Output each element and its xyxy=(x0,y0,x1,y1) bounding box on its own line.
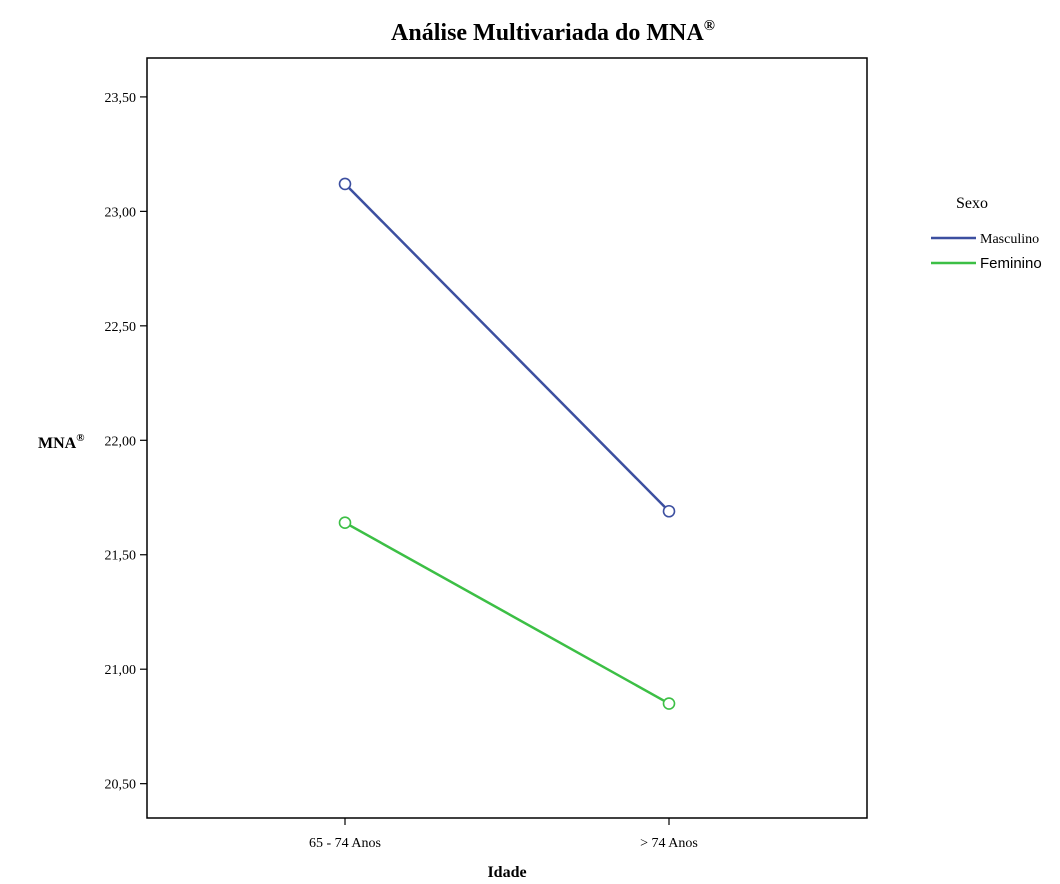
chart-title: Análise Multivariada do MNA® xyxy=(391,18,715,46)
data-point xyxy=(338,177,352,191)
x-tick-label: 65 - 74 Anos xyxy=(309,836,381,851)
y-axis-title-text: MNA xyxy=(38,435,77,452)
data-point xyxy=(338,516,352,529)
legend-item-feminino: Feminino xyxy=(931,255,1042,272)
y-tick-label: 22,00 xyxy=(105,434,137,449)
y-axis-title-superscript: ® xyxy=(76,432,84,444)
series-line-masculino xyxy=(344,183,670,513)
y-tick-label: 23,50 xyxy=(105,91,137,106)
chart-title-text: Análise Multivariada do MNA xyxy=(391,20,704,46)
x-axis: 65 - 74 Anos > 74 Anos xyxy=(309,818,698,851)
series-line-feminino xyxy=(344,521,670,705)
legend-item-masculino: Masculino xyxy=(931,232,1039,247)
legend: Sexo Masculino Feminino xyxy=(931,195,1042,272)
data-point xyxy=(662,504,676,518)
y-tick-label: 21,50 xyxy=(105,549,137,564)
y-axis: 20,50 21,00 21,50 22,00 22,50 23,00 23,50 xyxy=(105,91,147,793)
y-tick-label: 21,00 xyxy=(105,663,137,678)
legend-title: Sexo xyxy=(956,195,988,212)
x-tick-label: > 74 Anos xyxy=(640,836,698,851)
y-tick-label: 22,50 xyxy=(105,320,137,335)
x-axis-title: Idade xyxy=(487,864,526,881)
chart-title-superscript: ® xyxy=(704,18,715,34)
y-axis-title: MNA® xyxy=(38,432,84,452)
data-point xyxy=(662,697,676,710)
svg-text:Análise Multivariada do MNA®: Análise Multivariada do MNA® xyxy=(391,18,715,46)
plot-area xyxy=(146,57,868,819)
series-layer xyxy=(338,177,676,710)
svg-text:MNA®: MNA® xyxy=(38,432,84,452)
legend-label: Masculino xyxy=(980,232,1039,247)
legend-label: Feminino xyxy=(980,255,1042,272)
y-tick-label: 20,50 xyxy=(105,778,137,793)
y-tick-label: 23,00 xyxy=(105,205,137,220)
